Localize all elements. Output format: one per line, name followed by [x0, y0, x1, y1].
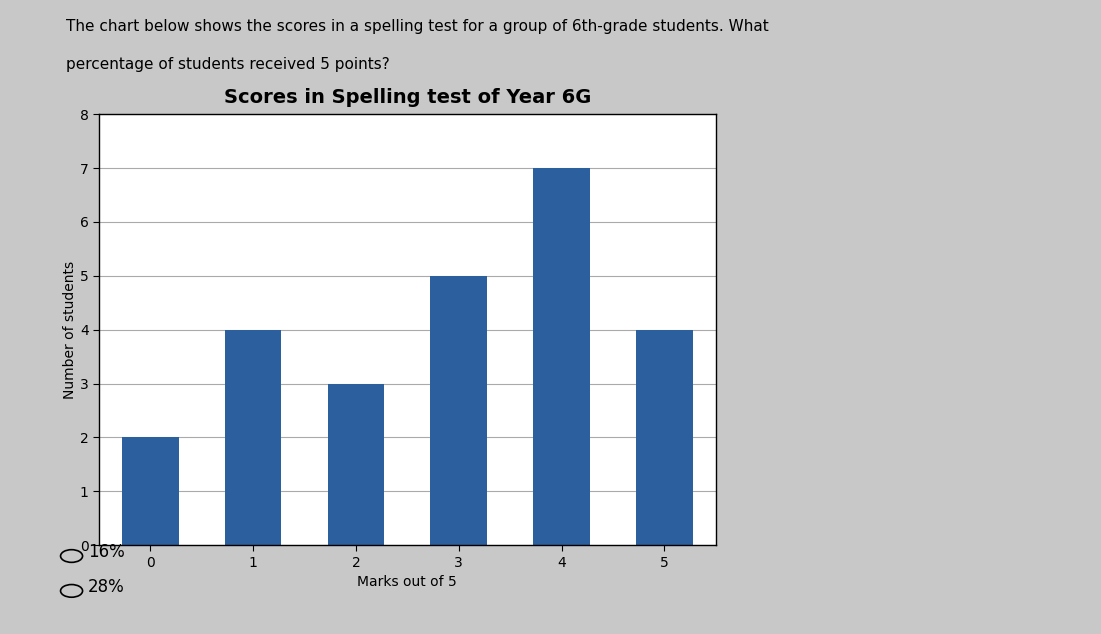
Text: percentage of students received 5 points?: percentage of students received 5 points… [66, 57, 390, 72]
Text: 28%: 28% [88, 578, 124, 596]
Text: The chart below shows the scores in a spelling test for a group of 6th-grade stu: The chart below shows the scores in a sp… [66, 19, 768, 34]
Bar [430, 276, 487, 545]
Title: Scores in Spelling test of Year 6G: Scores in Spelling test of Year 6G [224, 88, 591, 107]
Bar [122, 437, 178, 545]
Bar [328, 384, 384, 545]
Bar [636, 330, 693, 545]
Y-axis label: Number of students: Number of students [63, 261, 77, 399]
Bar [533, 168, 590, 545]
X-axis label: Marks out of 5: Marks out of 5 [358, 575, 457, 589]
Bar [225, 330, 282, 545]
Text: 16%: 16% [88, 543, 124, 561]
